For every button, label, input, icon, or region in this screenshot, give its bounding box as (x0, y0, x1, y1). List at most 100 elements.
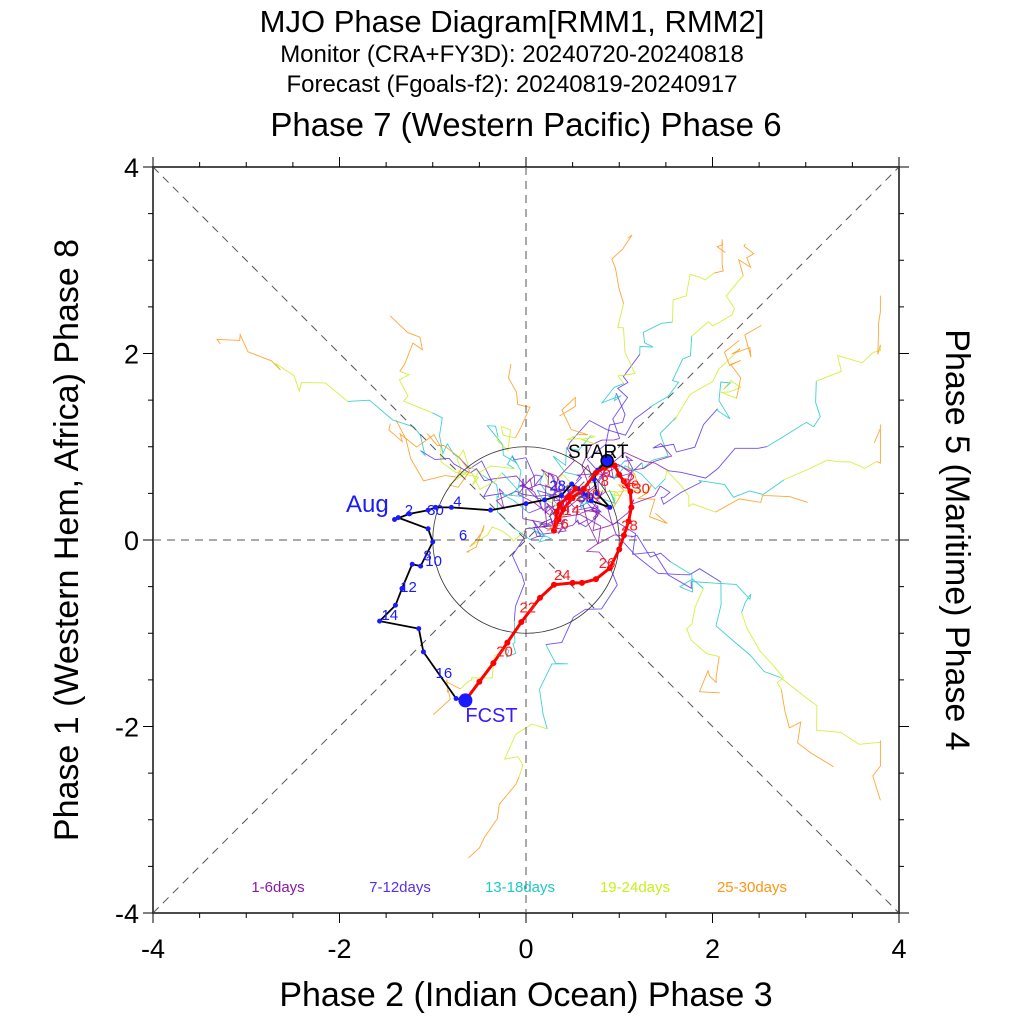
forecast-subtitle: Forecast (Fgoals-f2): 20240819-20240917 (287, 71, 738, 98)
forecast-point (580, 485, 587, 492)
monitor-point (453, 696, 459, 702)
y-axis-label-left: Phase 1 (Western Hem, Africa) Phase 8 (48, 239, 86, 841)
ensemble-member-line (556, 488, 617, 534)
ensemble-member-line (783, 459, 877, 481)
month-label: Aug (346, 491, 389, 518)
monitor-day-label: 30 (427, 502, 444, 519)
ensemble-member-line (613, 460, 666, 490)
forecast-point (620, 532, 627, 539)
ensemble-member-line (600, 383, 625, 404)
ensemble-member-line (496, 425, 516, 452)
ensemble-member-line (617, 303, 636, 384)
ensemble-member-line (517, 474, 550, 515)
y-axis-label-right: Phase 5 (Maritime) Phase 4 (938, 329, 976, 750)
ensemble-member-line (766, 381, 821, 447)
legend-item: 25-30days (717, 879, 787, 896)
monitor-point (425, 507, 431, 513)
ensemble-member-line (559, 396, 589, 436)
monitor-point (558, 492, 564, 498)
forecast-point (560, 506, 567, 513)
ensemble-member-line (741, 612, 785, 690)
y-tick-label: -2 (115, 713, 139, 743)
forecast-point (490, 660, 497, 667)
ensemble-member-line (469, 526, 530, 547)
ensemble-member-line (617, 521, 692, 590)
ensemble-member-line (674, 348, 741, 421)
ensemble-member-line (713, 239, 726, 274)
forecast-day-label: 24 (554, 567, 571, 584)
forecast-day-label: 16 (552, 516, 569, 533)
ensemble-member-line (503, 723, 548, 777)
forecast-point (556, 501, 563, 508)
ensemble-member-line (511, 455, 543, 487)
forecast-point (555, 516, 562, 523)
ensemble-member-line (522, 474, 559, 540)
monitor-point (430, 539, 436, 545)
monitor-point (425, 526, 431, 532)
ensemble-member-line (432, 412, 460, 459)
monitor-day-label: 30 (577, 490, 594, 507)
ensemble-member-line (715, 495, 808, 513)
legend-item: 1-6days (251, 879, 304, 896)
forecast-point (628, 504, 635, 511)
monitor-day-label: 16 (436, 665, 453, 682)
ensemble-member-line (486, 425, 518, 465)
forecast-day-label: 28 (621, 518, 638, 535)
monitor-point (418, 563, 424, 569)
ensemble-member-line (816, 344, 881, 382)
ensemble-member-line (731, 325, 762, 358)
ensemble-member-line (672, 272, 715, 323)
ensemble-member-line (579, 504, 618, 532)
ensemble-member-line (420, 450, 485, 481)
x-tick-label: 4 (891, 934, 906, 964)
ensemble-member-line (389, 315, 424, 372)
monitor-day-label: 12 (400, 579, 417, 596)
monitor-point (542, 497, 548, 503)
ensemble-member-line (275, 362, 348, 402)
forecast-point (504, 639, 511, 646)
y-tick-label: 0 (124, 526, 139, 556)
monitor-point (377, 618, 383, 624)
forecast-point (518, 619, 525, 626)
monitor-point (448, 504, 454, 510)
ensemble-member-line (398, 370, 433, 414)
ensemble-member-line (717, 381, 732, 420)
x-axis-label: Phase 2 (Indian Ocean) Phase 3 (279, 976, 772, 1014)
ensemble-member-line (872, 740, 881, 801)
y-tick-label: 2 (124, 340, 139, 370)
chart-title: MJO Phase Diagram[RMM1, RMM2] (260, 4, 765, 39)
forecast-day-label: 6 (602, 464, 610, 481)
ensemble-member-line (426, 433, 471, 488)
ensemble-member-line (614, 484, 652, 501)
monitor-day-label: 2 (405, 502, 413, 519)
ensemble-member-line (780, 689, 834, 768)
forecast-day-label: 8 (601, 473, 609, 490)
forecast-point (578, 579, 585, 586)
monitor-day-label: 6 (459, 527, 467, 544)
start-marker (600, 453, 614, 468)
forecast-point (564, 494, 571, 501)
legend-item: 13-18days (485, 879, 555, 896)
ensemble-member-line (652, 408, 718, 453)
forecast-point (476, 678, 483, 685)
forecast-point (550, 581, 557, 588)
ensemble-member-line (511, 538, 525, 622)
ensemble-member-line (432, 679, 461, 716)
forecast-day-label: 10 (584, 486, 601, 503)
forecast-point (550, 527, 557, 534)
y-tick-label: 4 (124, 153, 139, 183)
diagonal-line (152, 166, 900, 914)
ensemble-member-line (569, 406, 653, 443)
monitor-point (392, 516, 398, 522)
monitor-subtitle: Monitor (CRA+FY3D): 20240720-20240818 (280, 41, 744, 68)
ensemble-member-line (611, 234, 633, 304)
ensemble-member-line (668, 446, 768, 479)
forecast-day-label: Se (621, 476, 639, 493)
ensemble-member-line (723, 339, 742, 399)
ensemble-member-line (715, 581, 781, 678)
monitor-point (399, 585, 405, 591)
ensemble-member-line (519, 485, 542, 514)
forecast-point (616, 546, 623, 553)
ensemble-member-line (636, 484, 668, 524)
